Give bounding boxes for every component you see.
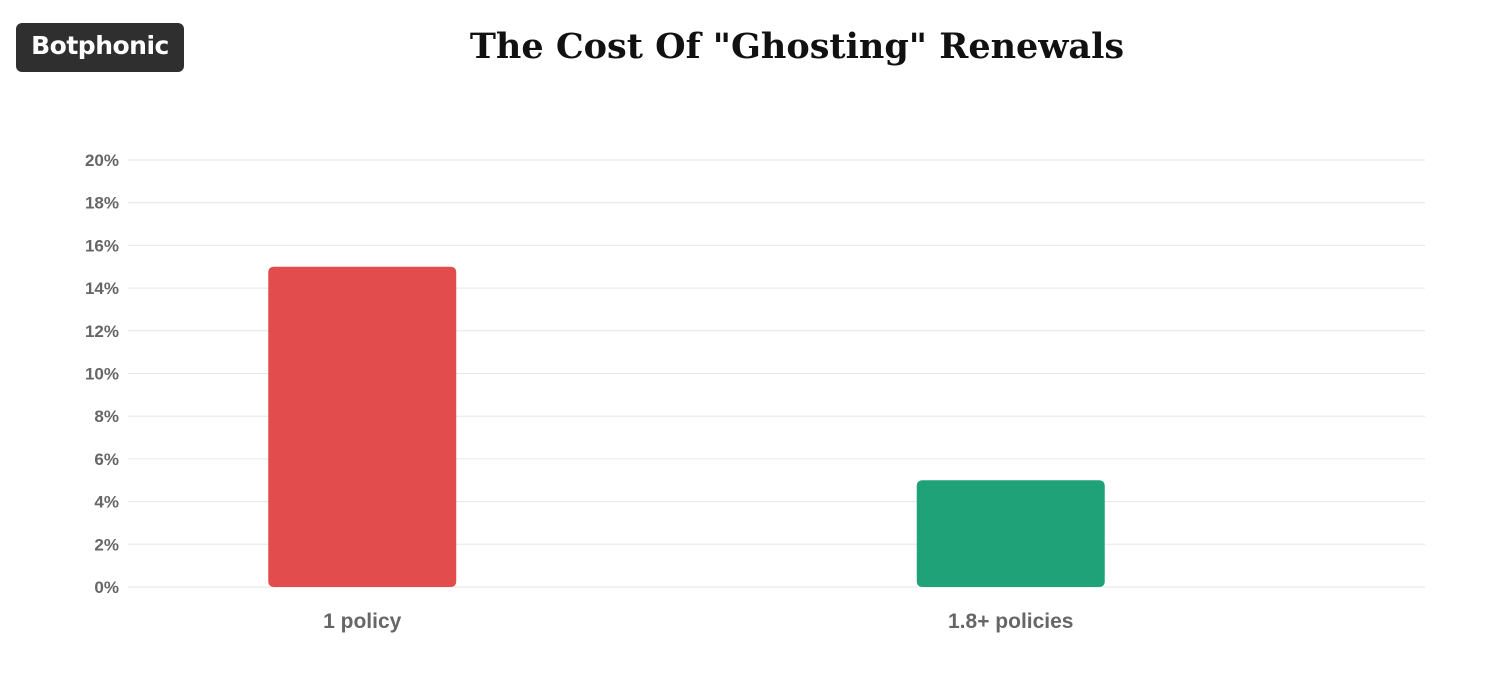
y-tick-label: 2% xyxy=(94,535,119,554)
chart-title: The Cost Of "Ghosting" Renewals xyxy=(469,26,1125,67)
y-tick-label: 4% xyxy=(94,493,119,512)
y-tick-label: 12% xyxy=(85,322,119,341)
y-tick-label: 8% xyxy=(94,407,119,426)
bar-2 xyxy=(916,480,1105,587)
y-tick-label: 6% xyxy=(94,450,119,469)
x-category-label: 1 policy xyxy=(323,610,402,633)
bars xyxy=(268,266,1105,587)
x-axis-categories: 1 policy 1.8+ policies xyxy=(323,610,1073,633)
brand-logo: Botphonic xyxy=(16,23,184,72)
y-tick-label: 20% xyxy=(85,151,119,170)
y-tick-label: 18% xyxy=(85,194,119,213)
bar-1 xyxy=(268,266,457,587)
y-tick-label: 10% xyxy=(85,365,119,384)
brand-logo-text: Botphonic xyxy=(31,31,169,60)
x-category-label: 1.8+ policies xyxy=(948,610,1074,633)
y-axis-ticks: 0% 2% 4% 6% 8% 10% 12% 14% 16% 18% 20% xyxy=(85,151,119,597)
y-tick-label: 14% xyxy=(85,279,119,298)
y-tick-label: 0% xyxy=(94,578,119,597)
y-tick-label: 16% xyxy=(85,236,119,255)
